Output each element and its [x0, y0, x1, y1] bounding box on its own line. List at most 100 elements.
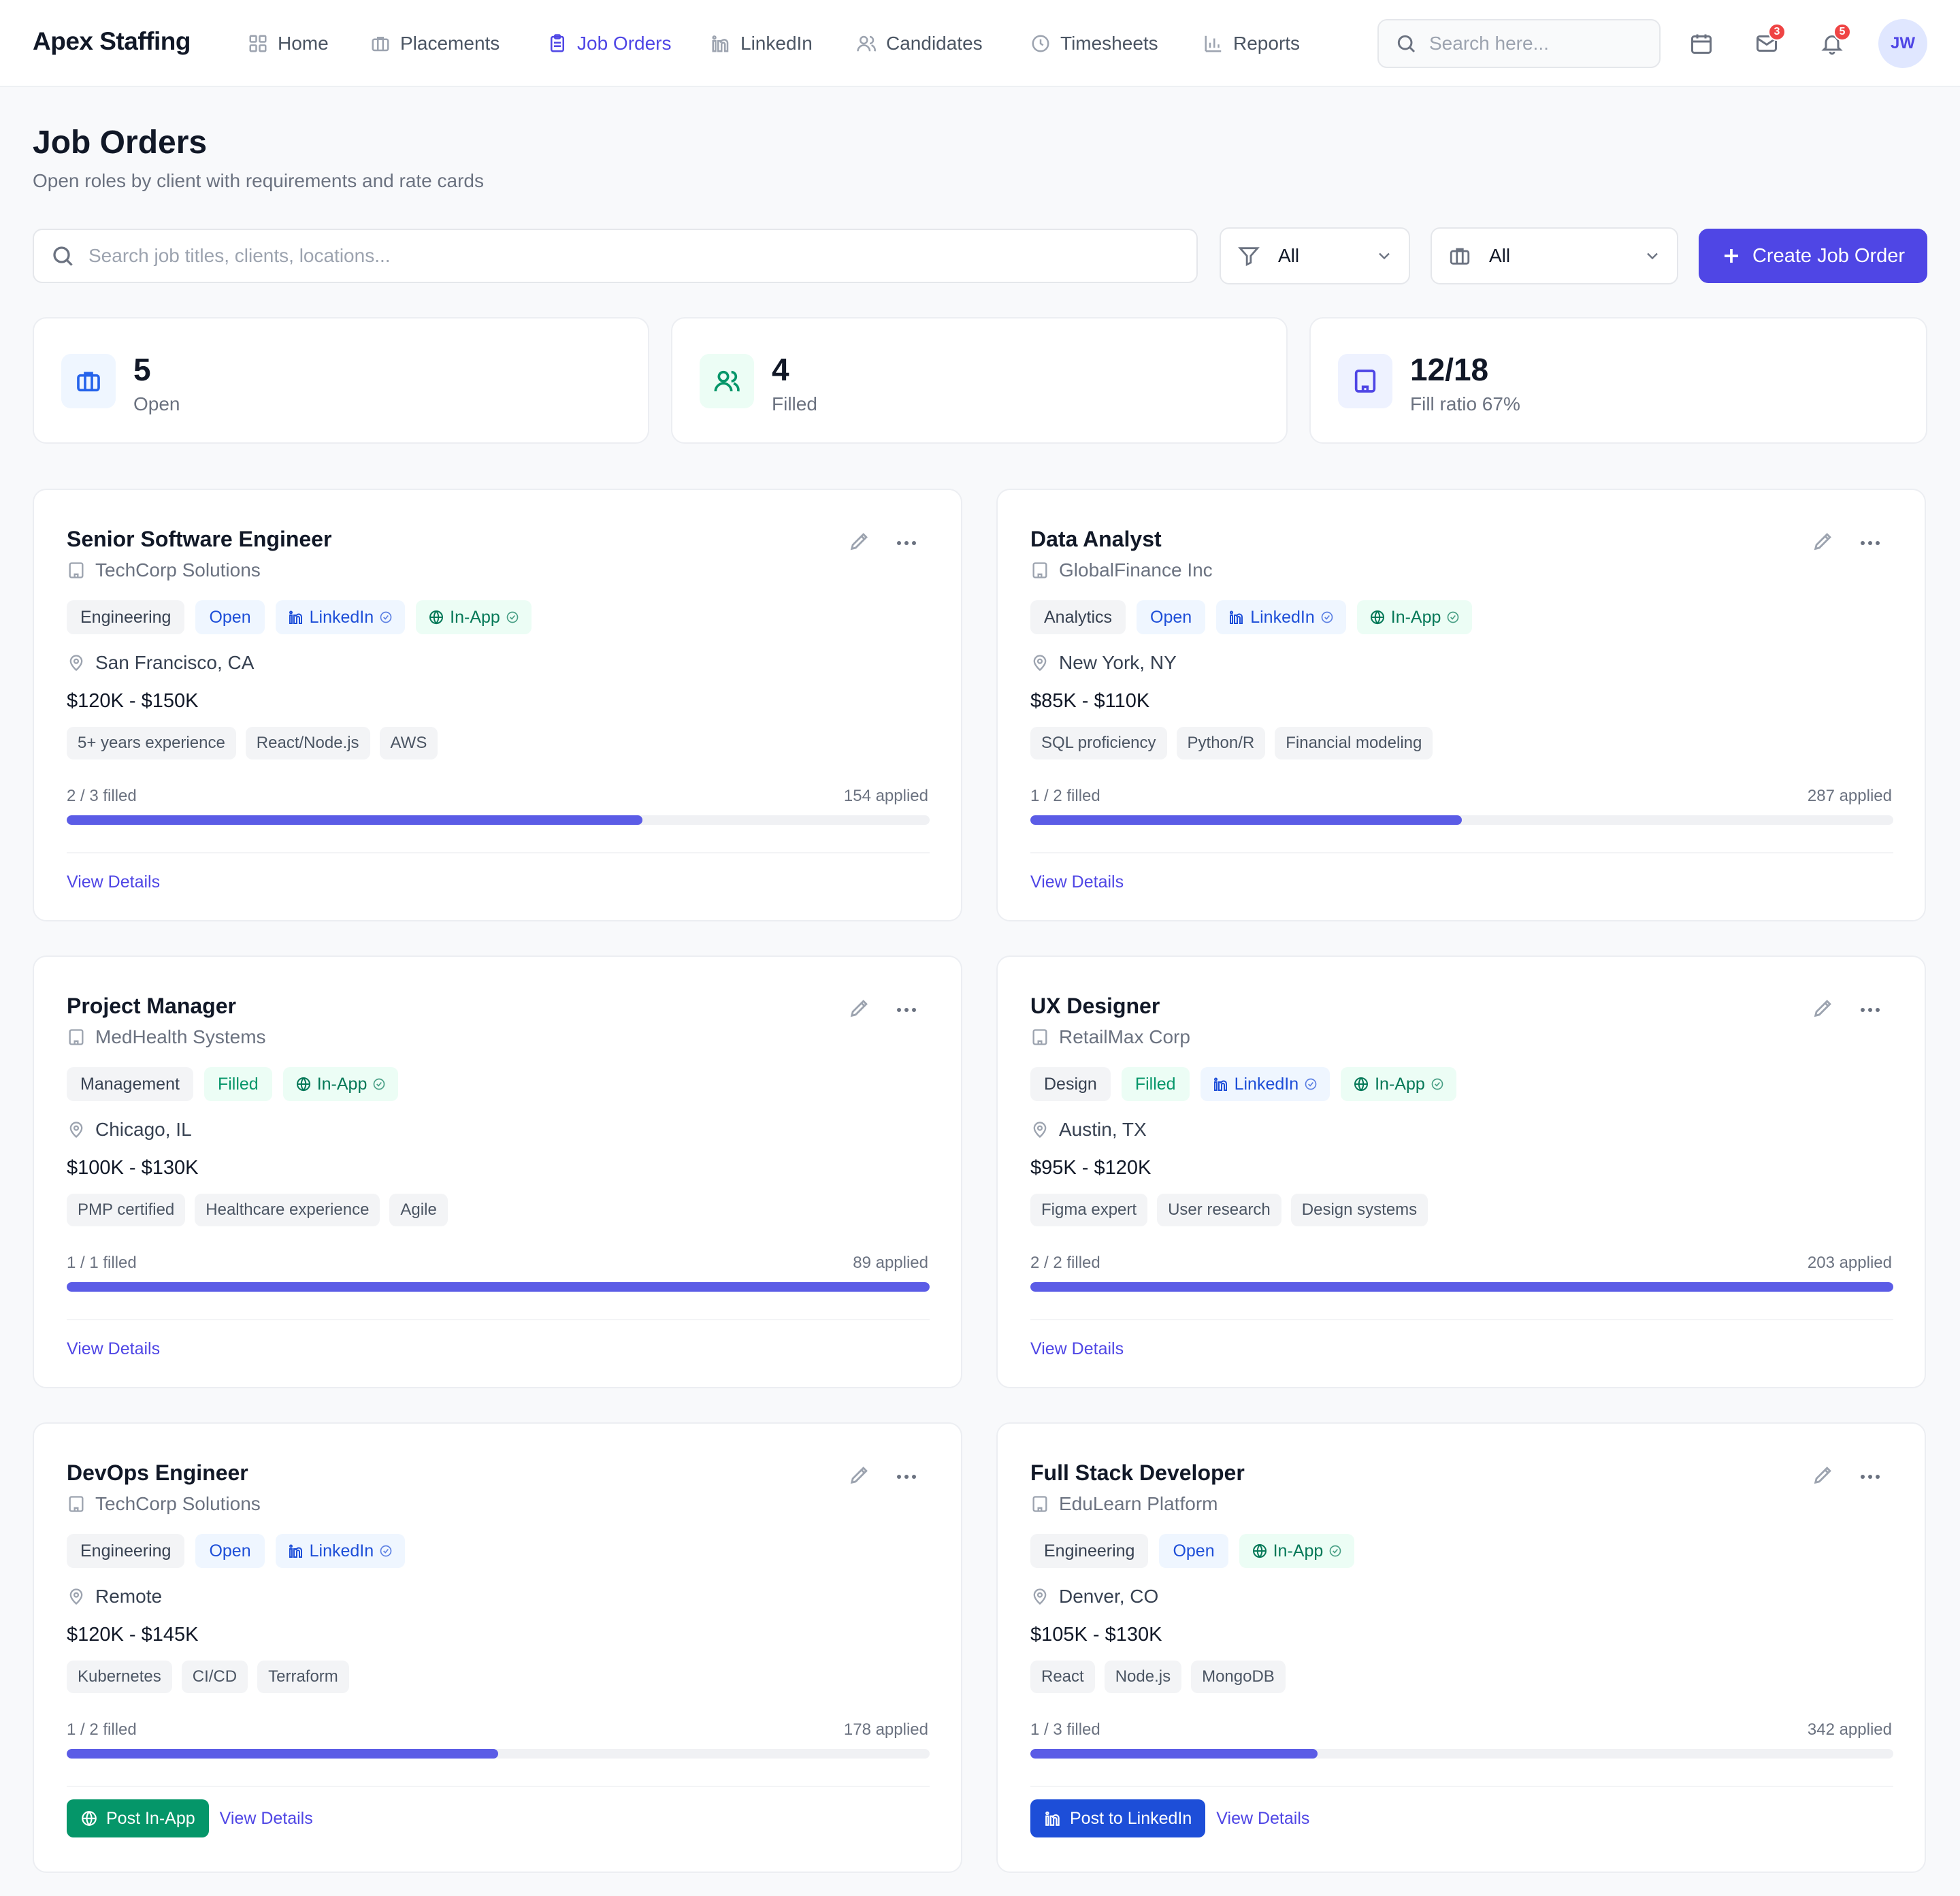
post-inapp-button[interactable]: Post In-App — [67, 1799, 209, 1837]
job-title[interactable]: Full Stack Developer — [1030, 1460, 1245, 1485]
salary-range: $95K - $120K — [1030, 1157, 1152, 1179]
nav-item-placements[interactable]: Placements — [370, 30, 500, 57]
header-search[interactable] — [1377, 19, 1661, 68]
mail-button[interactable]: 3 — [1750, 23, 1786, 60]
job-card: Project Manager MedHealth Systems Manageme… — [33, 955, 962, 1388]
job-title[interactable]: DevOps Engineer — [67, 1460, 248, 1485]
edit-button[interactable] — [848, 529, 875, 557]
applied-count: 178 applied — [843, 1720, 928, 1739]
nav-item-candidates[interactable]: Candidates — [856, 30, 983, 57]
header-search-input[interactable] — [1429, 33, 1647, 54]
fill-progress-bar — [67, 1749, 930, 1759]
status-filter-select[interactable]: All — [1220, 227, 1410, 284]
fill-progress — [67, 815, 642, 825]
edit-button[interactable] — [848, 996, 875, 1024]
card-footer: Post to LinkedIn View Details — [1030, 1799, 1309, 1837]
pencil-icon — [1814, 533, 1831, 551]
requirement-tag: Node.js — [1104, 1661, 1182, 1693]
requirement-tag: Design systems — [1290, 1194, 1428, 1226]
briefcase-icon — [77, 372, 100, 392]
requirement-tag: User research — [1157, 1194, 1281, 1226]
more-options-button[interactable] — [1857, 1463, 1884, 1490]
dot-icon — [912, 1475, 916, 1479]
edit-button[interactable] — [1812, 996, 1839, 1024]
requirement-tag: SQL proficiency — [1030, 727, 1167, 759]
search-icon — [1397, 35, 1416, 53]
more-options-button[interactable] — [893, 1463, 920, 1490]
create-job-order-button[interactable]: Create Job Order — [1699, 229, 1927, 283]
inapp-tag-label: In-App — [1273, 1541, 1324, 1560]
view-details-link[interactable]: View Details — [1030, 1339, 1124, 1358]
dot-icon — [1876, 1008, 1880, 1012]
job-search-input[interactable] — [88, 245, 1177, 267]
job-title[interactable]: Data Analyst — [1030, 527, 1162, 551]
card-divider — [1030, 1786, 1893, 1787]
post-linkedin-button[interactable]: Post to LinkedIn — [1030, 1799, 1206, 1837]
bell-badge: 5 — [1833, 23, 1851, 41]
check-circle-icon — [506, 611, 519, 623]
inapp-channel-tag: In-App — [1341, 1067, 1456, 1101]
client-name: RetailMax Corp — [1030, 1026, 1190, 1048]
applied-count: 342 applied — [1807, 1720, 1892, 1739]
dot-icon — [1861, 541, 1865, 545]
view-details-link[interactable]: View Details — [67, 1339, 161, 1358]
stat-value: 4 — [772, 352, 789, 387]
app-logo[interactable]: Apex Staffing — [33, 27, 191, 55]
edit-button[interactable] — [848, 1463, 875, 1490]
status-badge: Filled — [203, 1067, 272, 1101]
dot-icon — [1876, 541, 1880, 545]
more-options-button[interactable] — [893, 996, 920, 1024]
more-options-button[interactable] — [1857, 529, 1884, 557]
view-details-link[interactable]: View Details — [1030, 872, 1124, 892]
check-circle-icon — [1305, 1078, 1317, 1090]
chevron-down-icon — [1647, 252, 1658, 260]
requirement-tag: Terraform — [257, 1661, 349, 1693]
stat-icon-box — [700, 354, 754, 408]
stat-icon-box — [61, 354, 116, 408]
client-name: EduLearn Platform — [1030, 1493, 1218, 1515]
requirement-tag: 5+ years experience — [67, 727, 236, 759]
nav-item-linkedin[interactable]: LinkedIn — [710, 30, 813, 57]
dot-icon — [897, 541, 901, 545]
nav-item-home[interactable]: Home — [248, 30, 329, 57]
view-details-link[interactable]: View Details — [1216, 1808, 1310, 1828]
location-label: Denver, CO — [1059, 1586, 1159, 1607]
globe-icon — [429, 610, 444, 625]
requirement-tag: Agile — [389, 1194, 448, 1226]
card-footer: View Details — [1030, 1339, 1124, 1359]
bar-chart-icon — [1205, 35, 1222, 52]
mail-badge: 3 — [1768, 23, 1786, 41]
card-divider — [67, 1786, 930, 1787]
view-details-link[interactable]: View Details — [67, 872, 161, 892]
nav-item-reports[interactable]: Reports — [1203, 30, 1300, 57]
edit-button[interactable] — [1812, 529, 1839, 557]
nav-item-job-orders[interactable]: Job Orders — [547, 30, 672, 57]
filled-count: 1 / 2 filled — [1030, 787, 1100, 805]
client-filter-select[interactable]: All — [1431, 227, 1678, 284]
map-pin-icon — [1033, 655, 1047, 672]
job-search[interactable] — [33, 229, 1198, 283]
edit-button[interactable] — [1812, 1463, 1839, 1490]
card-divider — [1030, 852, 1893, 853]
briefcase-icon — [372, 37, 389, 52]
tag-row: Analytics Open LinkedIn In-App — [1030, 600, 1473, 634]
location: Austin, TX — [1030, 1119, 1147, 1141]
view-details-link[interactable]: View Details — [219, 1808, 313, 1828]
job-title[interactable]: UX Designer — [1030, 994, 1160, 1018]
nav-item-timesheets[interactable]: Timesheets — [1030, 30, 1158, 57]
inapp-channel-tag: In-App — [1239, 1534, 1355, 1568]
avatar[interactable]: JW — [1878, 19, 1927, 68]
more-options-button[interactable] — [1857, 996, 1884, 1024]
tag-row: Engineering Open In-App — [1030, 1534, 1355, 1568]
job-title[interactable]: Project Manager — [67, 994, 236, 1018]
page-title: Job Orders — [33, 125, 208, 161]
requirements-row: React Node.js MongoDB — [1030, 1661, 1286, 1693]
filled-count: 1 / 1 filled — [67, 1254, 137, 1272]
client-name: MedHealth Systems — [67, 1026, 266, 1048]
inapp-channel-tag: In-App — [1356, 600, 1473, 634]
job-title[interactable]: Senior Software Engineer — [67, 527, 332, 551]
calendar-button[interactable] — [1685, 27, 1718, 60]
globe-icon — [296, 1077, 310, 1092]
more-options-button[interactable] — [893, 529, 920, 557]
notifications-button[interactable]: 5 — [1816, 23, 1851, 60]
